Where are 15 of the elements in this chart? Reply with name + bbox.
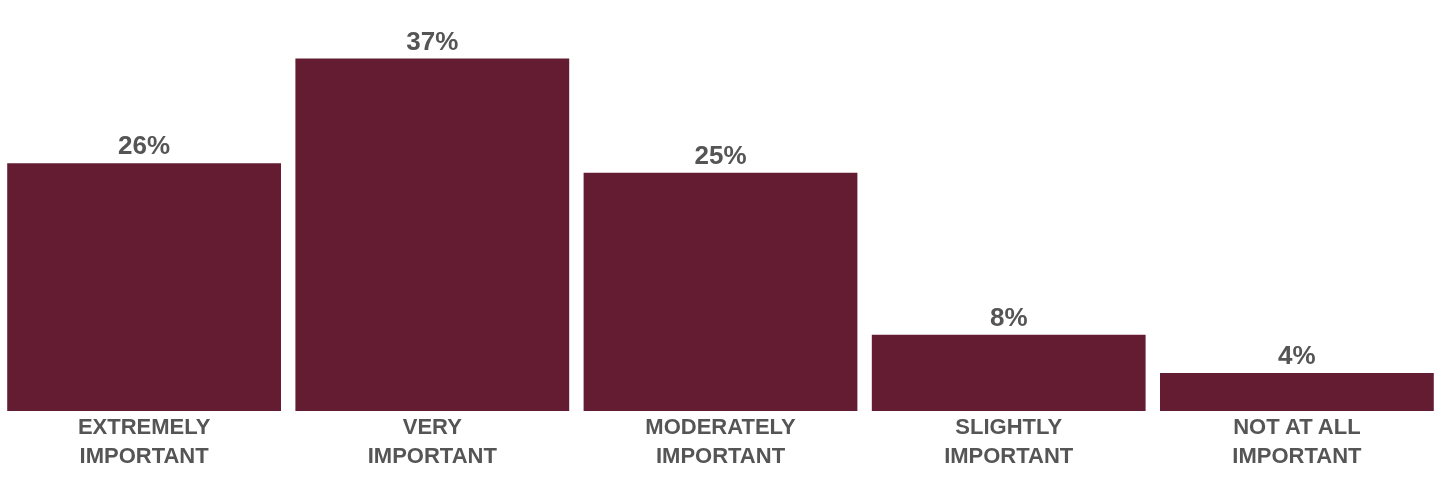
x-tick-label: VERY IMPORTANT (367, 414, 498, 468)
bar (7, 163, 281, 411)
x-tick-label: MODERATELY IMPORTANT (645, 414, 796, 468)
bar (295, 58, 570, 411)
data-label: 8% (989, 301, 1028, 332)
x-tick-label: SLIGHTLY IMPORTANT (944, 414, 1074, 468)
data-label: 25% (694, 139, 747, 170)
x-tick-label: NOT AT ALL IMPORTANT (1232, 414, 1363, 468)
data-label: 26% (118, 130, 171, 161)
data-label: 37% (406, 25, 459, 56)
data-label: 4% (1278, 339, 1316, 370)
bar (583, 172, 858, 411)
bar (1160, 372, 1434, 411)
bar (871, 334, 1146, 411)
x-tick-label: EXTREMELY IMPORTANT (77, 414, 211, 468)
